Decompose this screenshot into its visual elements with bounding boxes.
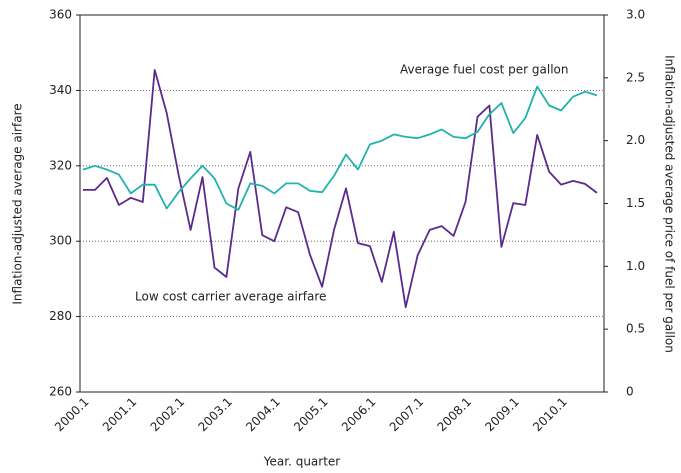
annotation: Average fuel cost per gallon	[400, 63, 569, 77]
y-tick-label: 340	[49, 83, 72, 97]
y-tick-label: 360	[49, 8, 72, 22]
y2-axis-title: Inflation-adjusted average price of fuel…	[663, 55, 677, 353]
y2-tick-label: 3.0	[626, 8, 645, 22]
x-tick-label: 2000.1	[52, 395, 92, 435]
y2-tick-label: 0	[626, 385, 634, 399]
y-tick-label: 260	[49, 385, 72, 399]
x-tick-label: 2010.1	[530, 395, 570, 435]
x-axis-title: Year. quarter	[263, 455, 341, 469]
series-line	[82, 85, 598, 211]
y2-tick-label: 1.0	[626, 259, 645, 273]
y2-tick-label: 1.5	[626, 196, 645, 210]
plot-frame	[79, 14, 605, 393]
x-tick-label: 2003.1	[195, 395, 235, 435]
x-tick-label: 2002.1	[148, 395, 188, 435]
y2-tick-label: 2.0	[626, 133, 645, 147]
annotation: Low cost carrier average airfare	[135, 290, 326, 304]
y-axis-title: Inflation-adjusted average airfare	[11, 103, 25, 304]
x-tick-label: 2007.1	[387, 395, 427, 435]
x-tick-label: 2004.1	[243, 395, 283, 435]
x-tick-label: 2005.1	[291, 395, 331, 435]
x-tick-label: 2009.1	[482, 395, 522, 435]
series-line	[83, 69, 598, 309]
y-tick-label: 280	[49, 309, 72, 323]
y2-tick-label: 2.5	[626, 70, 645, 84]
y-tick-label: 300	[49, 234, 72, 248]
y-tick-label: 320	[49, 158, 72, 172]
x-tick-label: 2006.1	[339, 395, 379, 435]
x-tick-label: 2001.1	[100, 395, 140, 435]
y2-tick-label: 0.5	[626, 322, 645, 336]
x-tick-label: 2008.1	[435, 395, 475, 435]
